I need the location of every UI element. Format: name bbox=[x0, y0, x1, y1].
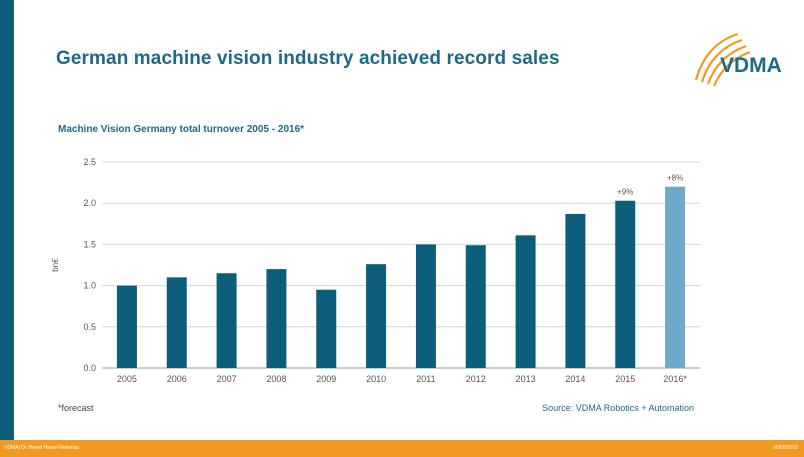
bar-chart: 0.0 0.5 1.0 1.5 2.0 2.5 bn€ 2005 2006 2007 2008 200… bbox=[51, 157, 700, 384]
growth-label: +8% bbox=[667, 174, 683, 183]
footer-author: VDMA| Dr. Bernd Heizel-Nebeltau bbox=[4, 445, 80, 451]
x-tick-label: 2016* bbox=[663, 374, 687, 384]
y-tick-label: 1.0 bbox=[83, 281, 96, 291]
left-accent-bar bbox=[0, 0, 14, 440]
footnote: *forecast bbox=[58, 403, 94, 413]
bar-2008 bbox=[266, 269, 287, 368]
y-axis-label: bn€ bbox=[51, 258, 60, 272]
footer-bar: VDMA| Dr. Bernd Heizel-Nebeltau 00/00/20… bbox=[0, 440, 804, 457]
y-tick-label: 2.0 bbox=[83, 198, 96, 208]
source-note: Source: VDMA Robotics + Automation bbox=[542, 403, 694, 413]
x-tick-label: 2011 bbox=[416, 374, 435, 384]
x-tick-label: 2009 bbox=[316, 374, 336, 384]
y-tick-label: 1.5 bbox=[83, 239, 96, 249]
x-tick-label: 2005 bbox=[117, 374, 137, 384]
bar-2005 bbox=[116, 285, 137, 368]
x-tick-label: 2014 bbox=[565, 374, 585, 384]
bar-2010 bbox=[366, 264, 387, 368]
logo-text: VDMA bbox=[720, 54, 782, 77]
bar-2013 bbox=[515, 235, 536, 368]
y-tick-label: 0.0 bbox=[83, 363, 96, 373]
bar-2006 bbox=[166, 277, 187, 368]
growth-label: +9% bbox=[617, 188, 633, 197]
x-tick-label: 2015 bbox=[615, 374, 635, 384]
x-tick-label: 2013 bbox=[516, 374, 536, 384]
chart-title: Machine Vision Germany total turnover 20… bbox=[58, 124, 305, 135]
vdma-logo: VDMA bbox=[694, 32, 782, 87]
x-tick-label: 2010 bbox=[366, 374, 386, 384]
x-tick-label: 2006 bbox=[167, 374, 187, 384]
y-tick-label: 0.5 bbox=[83, 322, 96, 332]
bar-2016-forecast bbox=[665, 186, 686, 368]
bar-2007 bbox=[216, 273, 237, 368]
bar-2015 bbox=[615, 200, 636, 368]
slide-title: German machine vision industry achieved … bbox=[56, 48, 560, 69]
bar-2012 bbox=[465, 245, 486, 368]
bar-2011 bbox=[415, 244, 436, 368]
bar-2014 bbox=[565, 213, 586, 368]
footer-date: 00/00/2016 bbox=[772, 445, 798, 451]
x-tick-label: 2012 bbox=[466, 374, 486, 384]
x-tick-label: 2008 bbox=[266, 374, 286, 384]
bar-2009 bbox=[316, 289, 337, 368]
x-tick-label: 2007 bbox=[217, 374, 237, 384]
y-tick-label: 2.5 bbox=[83, 157, 96, 167]
